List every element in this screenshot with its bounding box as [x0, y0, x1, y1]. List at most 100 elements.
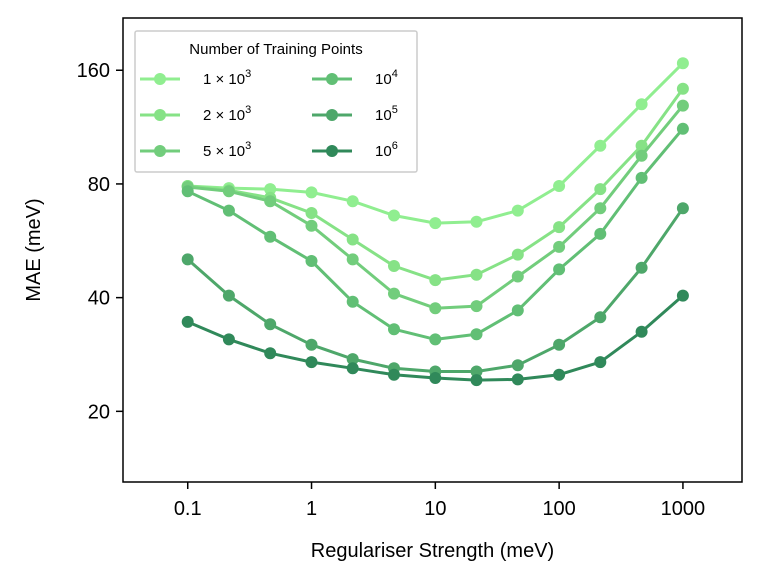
legend-box [134, 30, 418, 173]
legend-item: 105 [312, 104, 398, 124]
data-point [429, 372, 442, 384]
data-point [181, 253, 194, 266]
data-point [553, 180, 566, 192]
data-point [676, 122, 689, 135]
data-point [635, 149, 648, 162]
legend-title: Number of Training Points [189, 41, 362, 58]
data-point [511, 248, 524, 261]
y-axis: 20 40 80 160 [77, 60, 123, 423]
data-point [388, 323, 400, 336]
series-layer [181, 57, 689, 387]
data-point [511, 304, 524, 317]
legend-label: 104 [375, 68, 398, 88]
data-point [676, 289, 689, 302]
data-point [388, 209, 400, 222]
data-point [635, 325, 648, 338]
data-point [305, 219, 318, 232]
data-point [511, 204, 524, 217]
legend: Number of Training Points 1 × 103 2 × 103… [134, 30, 418, 173]
data-point [429, 333, 442, 346]
data-point [676, 82, 689, 95]
data-point [635, 98, 648, 111]
legend-item: 104 [312, 68, 398, 88]
legend-item: 106 [312, 140, 398, 160]
data-point [346, 353, 359, 366]
x-tick-label: 0.1 [174, 498, 202, 520]
legend-item: 2 × 103 [140, 104, 251, 124]
data-point [222, 204, 235, 217]
legend-swatch-marker [154, 109, 166, 121]
data-point [470, 365, 483, 378]
data-point [594, 202, 607, 215]
data-point [635, 261, 648, 274]
data-point [553, 368, 566, 381]
data-point [676, 57, 689, 70]
data-point [346, 253, 359, 266]
legend-swatch-marker [326, 109, 338, 121]
data-point [346, 362, 359, 375]
data-point [264, 195, 277, 208]
y-axis-label: MAE (meV) [23, 198, 45, 301]
data-point [470, 374, 483, 387]
data-point [470, 300, 483, 313]
legend-swatch-marker [326, 73, 338, 85]
data-point [635, 139, 648, 152]
data-point [553, 221, 566, 234]
data-point [264, 230, 277, 243]
series-10⁶ [181, 289, 689, 387]
data-point [305, 338, 318, 351]
data-point [305, 356, 318, 369]
legend-label: 2 × 103 [203, 104, 251, 124]
data-point [553, 338, 566, 351]
data-point [181, 315, 194, 328]
data-point [305, 255, 318, 267]
data-point [305, 207, 318, 219]
data-point [470, 215, 483, 228]
data-point [676, 202, 689, 215]
data-point [222, 289, 235, 302]
legend-swatch-marker [154, 73, 166, 85]
y-tick-label: 20 [88, 401, 110, 423]
data-point [594, 227, 607, 240]
data-point [264, 347, 277, 360]
data-point [388, 287, 400, 300]
data-point [553, 263, 566, 276]
data-point [511, 373, 524, 386]
data-point [388, 260, 400, 272]
legend-item: 1 × 103 [140, 68, 251, 88]
data-point [346, 295, 359, 308]
data-point [594, 139, 607, 152]
plot-frame [122, 17, 743, 483]
data-point [553, 240, 566, 253]
legend-label: 105 [375, 104, 398, 124]
legend-item: 5 × 103 [140, 140, 251, 160]
data-point [222, 333, 235, 346]
data-point [594, 183, 607, 196]
legend-label: 1 × 103 [203, 68, 251, 88]
data-point [388, 368, 400, 381]
data-point [222, 185, 235, 198]
data-point [594, 356, 607, 369]
data-point [346, 195, 359, 208]
data-point [264, 183, 277, 196]
y-tick-label: 160 [77, 60, 110, 82]
y-tick-label: 40 [88, 288, 110, 310]
data-point [264, 318, 277, 331]
data-point [429, 217, 442, 230]
series-10⁴ [181, 122, 689, 346]
data-point [511, 359, 524, 372]
legend-label: 5 × 103 [203, 140, 251, 160]
data-point [305, 186, 318, 199]
data-point [181, 185, 194, 198]
x-tick-label: 1000 [661, 498, 706, 520]
data-point [429, 302, 442, 315]
data-point [470, 268, 483, 281]
data-point [676, 99, 689, 112]
legend-swatch-marker [326, 145, 338, 157]
legend-swatch-marker [154, 145, 166, 157]
data-point [470, 328, 483, 341]
data-point [511, 270, 524, 283]
x-tick-label: 1 [306, 498, 317, 520]
data-point [429, 274, 442, 287]
legend-label: 106 [375, 140, 398, 160]
